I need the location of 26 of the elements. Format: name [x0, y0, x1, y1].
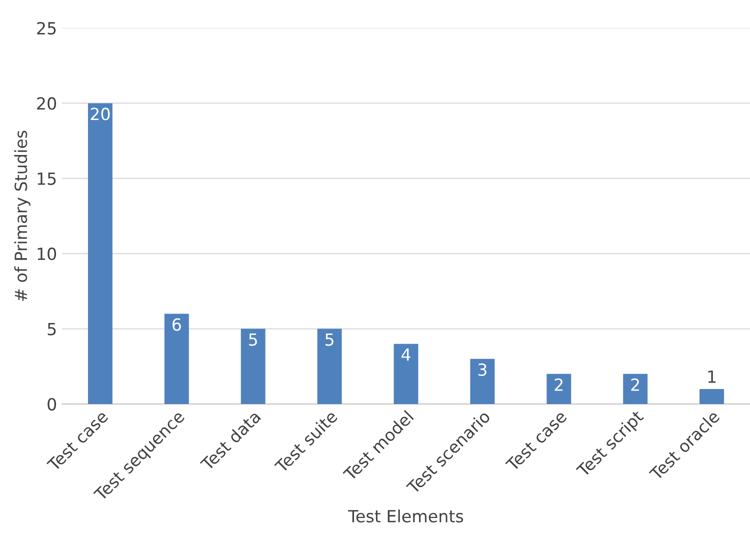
bar	[317, 328, 342, 404]
y-tick-label: 0	[48, 398, 56, 411]
data-label: 1	[708, 370, 716, 383]
data-label: 5	[249, 333, 257, 346]
bar	[88, 103, 112, 404]
bar	[470, 358, 495, 404]
y-tick-label: 10	[38, 248, 56, 260]
bar	[394, 344, 418, 404]
y-tick-label: 25	[37, 22, 56, 35]
bar	[700, 388, 724, 404]
bar	[164, 314, 189, 404]
data-label: 4	[402, 348, 410, 361]
y-axis-title: # of Primary Studies	[14, 130, 30, 301]
data-label: 2	[554, 378, 563, 391]
y-tick-label: 20	[37, 97, 56, 110]
bar	[546, 374, 572, 404]
bar	[240, 328, 266, 404]
x-axis-title: Test Elements	[348, 510, 464, 522]
bar	[623, 374, 648, 404]
data-label: 6	[172, 318, 181, 331]
data-label: 3	[478, 363, 486, 376]
data-label: 2	[631, 378, 639, 391]
y-tick-label: 5	[48, 322, 56, 336]
data-label: 5	[326, 333, 334, 346]
y-tick-label: 15	[38, 172, 56, 185]
data-label: 20	[90, 108, 110, 120]
